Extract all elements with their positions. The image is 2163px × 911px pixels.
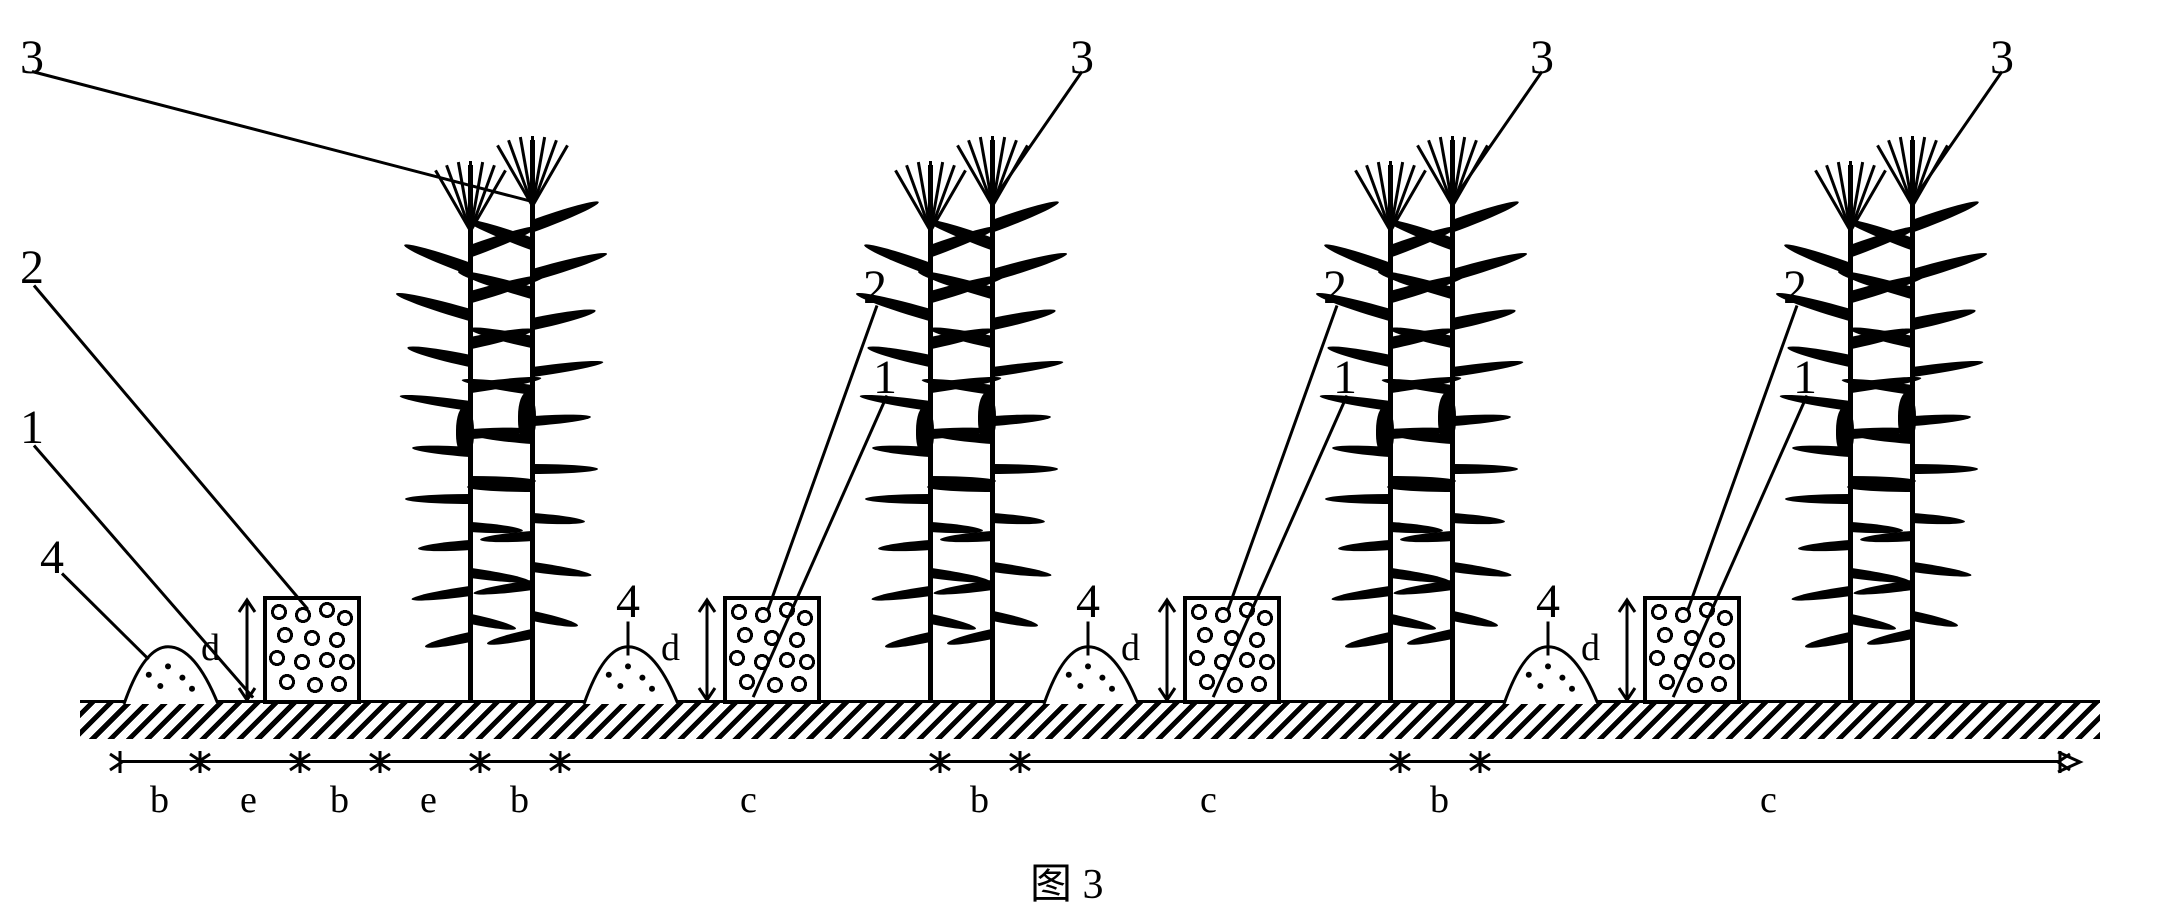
dimension-tick xyxy=(1382,749,1418,775)
dim-label-d: d xyxy=(1581,626,1600,670)
dimension-tick xyxy=(2042,749,2078,775)
corn-plant xyxy=(1330,165,1450,700)
corn-plant xyxy=(410,165,530,700)
corn-plant xyxy=(932,140,1052,700)
dimension-tick xyxy=(102,749,138,775)
leader-line xyxy=(1911,71,2003,203)
figure-canvas: 4d2314d2314d2314d231bebebcbcbc图 3 xyxy=(0,0,2163,910)
label-plant-3: 3 xyxy=(20,30,44,85)
label-mound-4: 4 xyxy=(40,530,64,585)
leader-line xyxy=(991,71,1083,203)
corn-plant xyxy=(1790,165,1910,700)
dimension-tick xyxy=(542,749,578,775)
dimension-tick xyxy=(362,749,398,775)
leader-line xyxy=(767,305,879,610)
straw-pile xyxy=(263,596,361,704)
height-arrow-d xyxy=(1149,596,1189,704)
leader-line xyxy=(1687,305,1799,610)
leader-line xyxy=(32,70,533,203)
label-ground-1: 1 xyxy=(20,400,44,455)
corn-plant xyxy=(870,165,990,700)
dim-label-e: e xyxy=(240,778,257,822)
dimension-tick xyxy=(462,749,498,775)
dimension-baseline xyxy=(120,760,2060,763)
label-straw-2: 2 xyxy=(20,240,44,295)
dim-label-d: d xyxy=(661,626,680,670)
corn-plant xyxy=(472,140,592,700)
leader-line xyxy=(627,622,630,656)
leader-line xyxy=(1087,622,1090,656)
dim-label-c: c xyxy=(1760,778,1777,822)
dim-label-c: c xyxy=(740,778,757,822)
corn-plant xyxy=(1852,140,1972,700)
dim-label-b: b xyxy=(1430,778,1449,822)
dimension-tick xyxy=(182,749,218,775)
dim-label-c: c xyxy=(1200,778,1217,822)
dimension-tick xyxy=(922,749,958,775)
figure-caption: 图 3 xyxy=(1030,850,1104,911)
leader-line xyxy=(61,572,150,660)
dimension-tick xyxy=(282,749,318,775)
leader-line xyxy=(1227,305,1339,610)
height-arrow-d xyxy=(229,596,269,704)
label-plant-3: 3 xyxy=(1990,30,2014,85)
dimension-tick xyxy=(1462,749,1498,775)
dim-label-b: b xyxy=(330,778,349,822)
height-arrow-d xyxy=(689,596,729,704)
height-arrow-d xyxy=(1609,596,1649,704)
dim-label-d: d xyxy=(1121,626,1140,670)
dim-label-b: b xyxy=(510,778,529,822)
label-plant-3: 3 xyxy=(1530,30,1554,85)
leader-line xyxy=(33,285,309,611)
leader-line xyxy=(1547,622,1550,656)
dim-label-b: b xyxy=(150,778,169,822)
corn-plant xyxy=(1392,140,1512,700)
dim-label-e: e xyxy=(420,778,437,822)
label-plant-3: 3 xyxy=(1070,30,1094,85)
dim-label-b: b xyxy=(970,778,989,822)
leader-line xyxy=(1451,71,1543,203)
dimension-tick xyxy=(1002,749,1038,775)
